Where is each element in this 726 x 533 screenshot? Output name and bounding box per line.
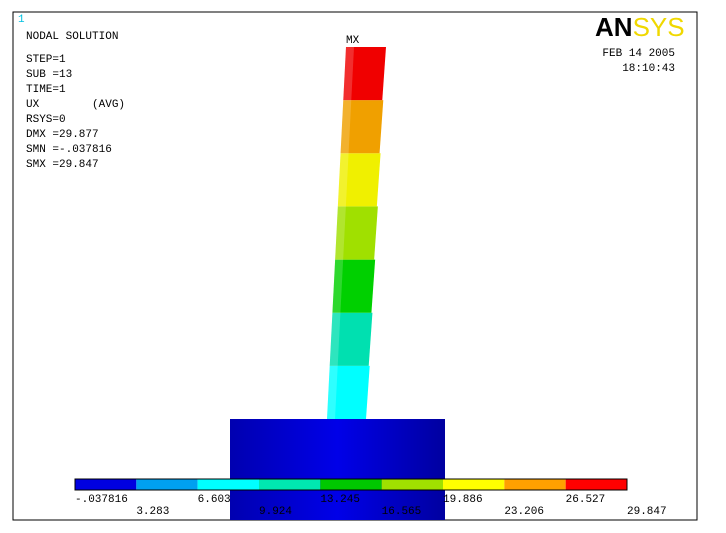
- legend-label: 19.886: [443, 494, 483, 506]
- info-line: RSYS=0: [26, 114, 66, 126]
- contour-band: [340, 100, 384, 154]
- contour-band: [343, 47, 386, 101]
- info-line: TIME=1: [26, 84, 66, 96]
- time: 18:10:43: [622, 63, 675, 75]
- contour-band: [335, 206, 378, 260]
- logo-part: SYS: [633, 12, 685, 42]
- legend-swatch: [136, 479, 198, 490]
- window-number: 1: [18, 14, 25, 26]
- contour-band: [332, 259, 376, 313]
- info-line: SUB =13: [26, 69, 72, 81]
- contour-band: [329, 312, 373, 366]
- plot-title: NODAL SOLUTION: [26, 31, 118, 43]
- legend-label: 13.245: [320, 494, 360, 506]
- legend-swatch: [75, 479, 137, 490]
- legend-label: 23.206: [504, 506, 544, 518]
- contour-band: [327, 365, 370, 419]
- legend-swatch: [504, 479, 566, 490]
- legend-swatch: [197, 479, 259, 490]
- legend-swatch: [565, 479, 627, 490]
- info-line: UX (AVG): [26, 99, 125, 111]
- legend-label: 3.283: [136, 506, 169, 518]
- max-marker: MX: [346, 35, 360, 47]
- legend-label: 29.847: [627, 506, 667, 518]
- base-block: [230, 419, 445, 520]
- legend: -.037816 3.283 6.603 9.924 13.245 16.565 19.88…: [74, 478, 667, 518]
- legend-label: 26.527: [566, 494, 606, 506]
- info-line: DMX =29.877: [26, 129, 99, 141]
- legend-label: 16.565: [382, 506, 422, 518]
- logo: ANSYS: [595, 12, 685, 42]
- legend-swatch: [443, 479, 505, 490]
- date: FEB 14 2005: [602, 48, 675, 60]
- legend-swatch: [320, 479, 382, 490]
- logo-part: AN: [595, 12, 633, 42]
- column-shade: [327, 47, 354, 419]
- legend-label: -.037816: [75, 494, 128, 506]
- legend-swatch: [381, 479, 443, 490]
- column: [327, 47, 386, 419]
- info-block: STEP=1 SUB =13 TIME=1 UX (AVG) RSYS=0 DMX =29…: [26, 54, 125, 171]
- info-line: SMN =-.037816: [26, 144, 112, 156]
- legend-label: 6.603: [198, 494, 231, 506]
- legend-swatch: [259, 479, 321, 490]
- legend-label: 9.924: [259, 506, 292, 518]
- contour-band: [337, 153, 381, 207]
- legend-border: [74, 478, 628, 491]
- info-line: SMX =29.847: [26, 159, 99, 171]
- info-line: STEP=1: [26, 54, 66, 66]
